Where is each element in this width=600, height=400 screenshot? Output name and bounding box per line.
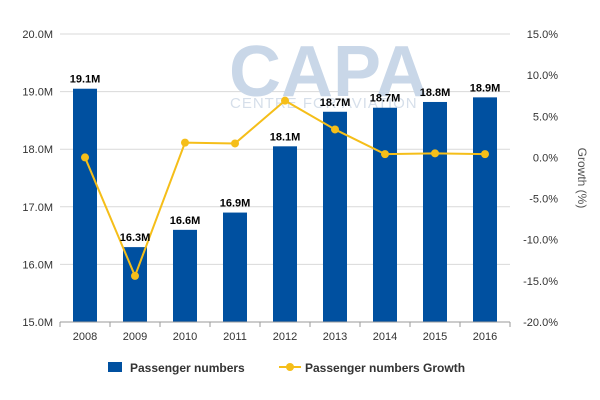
bar-data-label: 19.1M [70,74,101,86]
x-tick-label: 2012 [273,331,297,343]
bar [173,229,197,322]
line-series [81,96,489,280]
growth-point [431,149,439,158]
y-right-tick-label: 0.0% [533,152,558,164]
bar-data-label: 18.1M [270,131,301,143]
bar [473,97,497,322]
data-labels: 19.1M 16.3M 16.6M 16.9M 18.1M 18.7M 18.7M 18.8M… [70,74,501,244]
y-left-tick-label: 20.0M [22,29,53,41]
bar-data-label: 18.8M [420,87,451,99]
bar [73,88,97,322]
y-right-tick-label: -5.0% [529,194,558,206]
x-tick-label: 2010 [173,331,197,343]
y-left-tick-label: 17.0M [22,202,53,214]
y-right-tick-label: -10.0% [523,235,558,247]
bar-data-label: 18.9M [470,82,501,94]
bar-data-label: 16.6M [170,215,201,227]
bar [373,107,397,322]
growth-point [131,271,139,280]
x-tick-label: 2008 [73,331,97,343]
x-tick-label: 2016 [473,331,497,343]
y-right-tick-label: 5.0% [533,111,558,123]
y-left-tick-label: 15.0M [22,317,53,329]
y-left-tick-label: 16.0M [22,259,53,271]
bar-data-label: 18.7M [320,97,351,109]
x-tick-label: 2011 [223,331,247,343]
growth-point [381,150,389,159]
x-tick-label: 2013 [323,331,347,343]
growth-point [281,96,289,105]
x-tick-label: 2009 [123,331,147,343]
bar-data-label: 16.9M [220,198,251,210]
growth-point [231,139,239,148]
bar [323,111,347,322]
bar [223,212,247,322]
y-right-tick-label: 15.0% [527,29,558,41]
watermark-main: CAPA [229,32,428,112]
y-axis-right: 15.0% 10.0% 5.0% 0.0% -5.0% -10.0% -15.0% -20.0… [523,29,558,329]
x-axis: 2008 2009 2010 2011 2012 2013 2014 2015 2016 [59,321,511,343]
y-axis-right-title: Growth (%) [575,148,589,209]
x-tick-label: 2014 [373,331,397,343]
x-tick-label: 2015 [423,331,447,343]
bar-series [73,88,497,322]
legend: Passenger numbers Passenger numbers Grow… [108,361,465,375]
growth-point [331,125,339,134]
y-right-tick-label: 10.0% [527,70,558,82]
bar [423,101,447,322]
bar-data-label: 16.3M [120,232,151,244]
legend-swatch-dot [286,363,294,371]
growth-point [481,150,489,159]
growth-point [81,153,89,162]
y-right-tick-label: -15.0% [523,276,558,288]
legend-label-line: Passenger numbers Growth [305,361,465,375]
growth-point [181,138,189,147]
y-left-tick-label: 18.0M [22,144,53,156]
legend-swatch-bar [108,362,122,372]
bar [273,146,297,322]
y-right-tick-label: -20.0% [523,317,558,329]
legend-label-bar: Passenger numbers [130,361,245,375]
y-left-tick-label: 19.0M [22,87,53,99]
bar-data-label: 18.7M [370,93,401,105]
y-axis-left: 15.0M 16.0M 17.0M 18.0M 19.0M 20.0M [22,29,53,329]
bar [123,247,147,322]
